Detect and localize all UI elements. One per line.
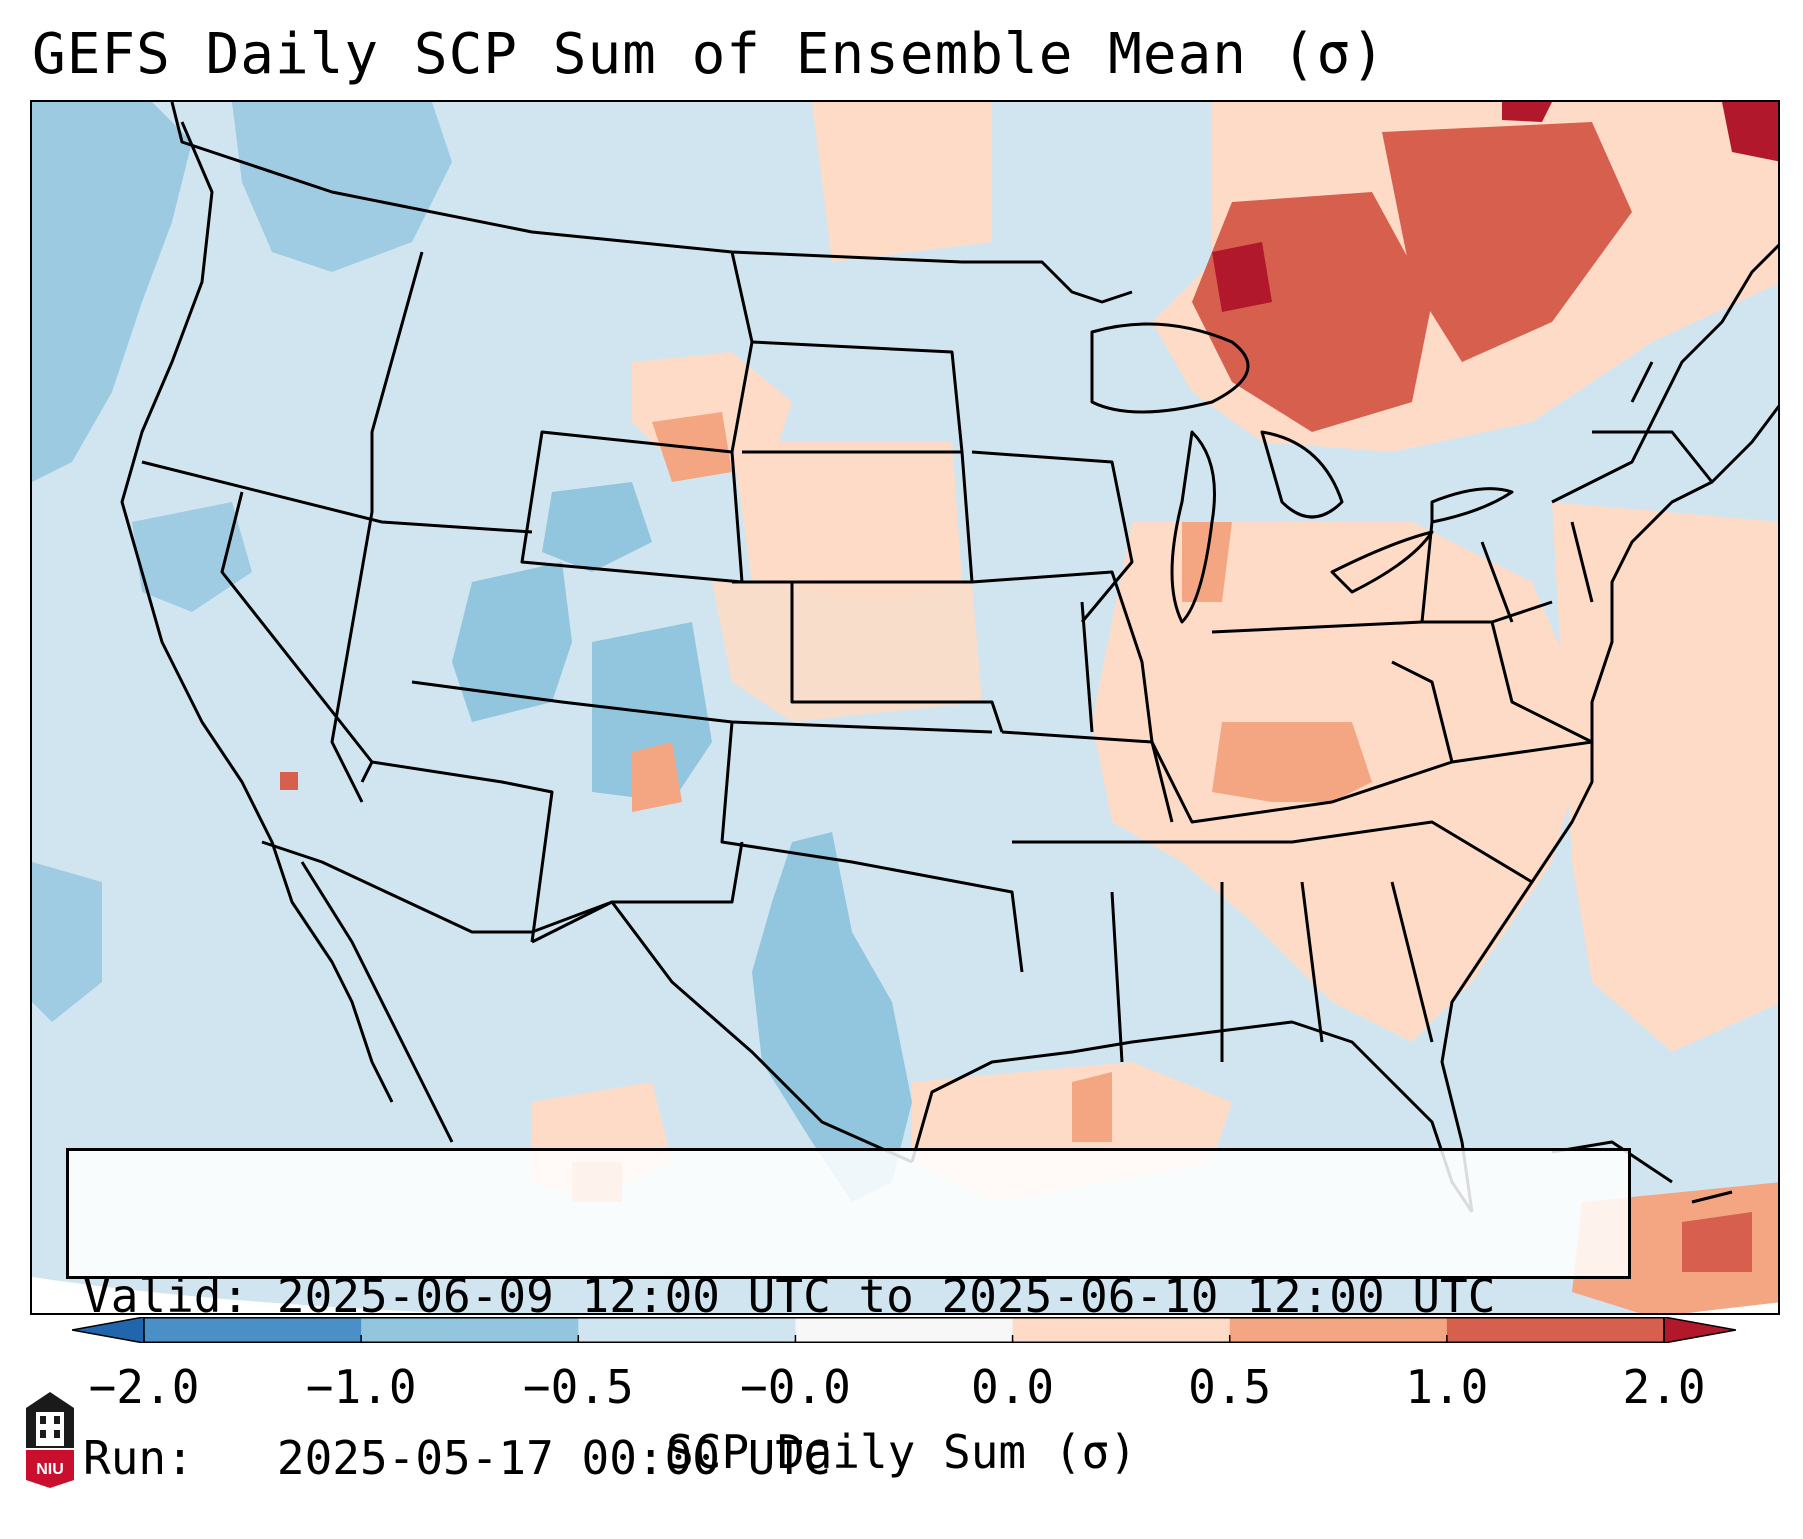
state-line — [1001, 730, 1593, 824]
patch-oregon — [132, 502, 252, 612]
gulf-coast — [910, 1020, 1474, 1213]
state-line — [790, 582, 1004, 733]
patch-washington — [232, 102, 452, 272]
colorbar-bin — [361, 1317, 579, 1343]
state-line — [971, 570, 1174, 823]
colorbar-over-triangle — [1663, 1316, 1737, 1344]
map-canvas — [32, 102, 1778, 1313]
patch-caribbean-core — [1682, 1212, 1752, 1272]
baja-coast — [300, 861, 454, 1143]
colorbar-label: SCP Daily Sum (σ) — [666, 1425, 1137, 1479]
colorbar-tick-labels: −2.0 −1.0 −0.5 −0.0 0.0 0.5 1.0 2.0 — [0, 1360, 1803, 1420]
projection-edge-right — [1691, 1284, 1778, 1313]
patch-northeast-corner — [1722, 102, 1778, 162]
colorbar-tick-label: 2.0 — [1622, 1360, 1706, 1414]
projection-edge-left — [32, 1277, 447, 1313]
state-line — [971, 450, 1134, 623]
logo-text: NIU — [36, 1461, 64, 1478]
state-line — [1391, 660, 1454, 763]
colorbar — [71, 1316, 1737, 1344]
state-line — [1080, 601, 1124, 1063]
lake-ontario — [1430, 487, 1514, 524]
state-line — [411, 680, 993, 734]
patch-west-texas — [752, 832, 912, 1202]
patch-new-mexico — [632, 742, 682, 812]
lake-huron — [1260, 430, 1344, 519]
patch-quebec-core — [1502, 102, 1552, 122]
patch-utah — [452, 562, 572, 722]
west-coast — [120, 121, 394, 1103]
patch-dakotas — [732, 442, 962, 602]
lake-superior — [1090, 322, 1250, 414]
colorbar-tick-label: −2.0 — [88, 1360, 200, 1414]
state-line — [220, 491, 374, 783]
colorbar-under-triangle — [71, 1316, 145, 1344]
niu-shield-icon: NIU — [26, 1392, 74, 1488]
valid-value: 2025-06-09 12:00 UTC to 2025-06-10 12:00… — [276, 1269, 1496, 1323]
patch-nebraska-kansas — [712, 582, 982, 722]
colorbar-border — [143, 1317, 1665, 1343]
colorbar-svg — [71, 1316, 1737, 1344]
colorbar-bin — [144, 1317, 362, 1343]
patch-quebec — [1382, 122, 1632, 362]
colorbar-tick-label: −0.0 — [740, 1360, 851, 1414]
anomaly-patches — [32, 102, 1778, 1313]
colorbar-tick-label: 0.5 — [1188, 1360, 1272, 1414]
patch-socal-dot — [280, 772, 298, 790]
state-line — [330, 251, 424, 803]
valid-label: Valid: — [83, 1269, 250, 1323]
colorbar-bin — [795, 1317, 1014, 1343]
patch-atlantic — [1552, 502, 1778, 1052]
state-line — [1490, 621, 1593, 744]
colorbar-bin — [1229, 1317, 1448, 1343]
patch-superior-core — [1212, 242, 1272, 312]
state-line — [1211, 600, 1553, 634]
state-line — [1420, 521, 1594, 623]
patch-pacific-sw — [32, 862, 102, 1022]
niu-logo: NIU — [22, 1388, 78, 1488]
patch-wyoming — [542, 482, 652, 572]
colorbar-tick-label: −0.5 — [522, 1360, 634, 1414]
state-line — [141, 460, 533, 534]
state-line — [742, 340, 964, 454]
colorbar-tick-label: 1.0 — [1405, 1360, 1489, 1414]
state-line — [1592, 361, 1714, 483]
colorbar-bin — [1446, 1317, 1665, 1343]
state-line — [720, 721, 1024, 973]
valid-line: Valid: 2025-06-09 12:00 UTC to 2025-06-1… — [83, 1269, 1628, 1323]
state-line — [531, 841, 744, 944]
valid-run-box: Valid: 2025-06-09 12:00 UTC to 2025-06-1… — [66, 1148, 1631, 1485]
lake-michigan — [1170, 430, 1216, 624]
northeast-coast — [1551, 243, 1778, 504]
run-label: Run: — [83, 1431, 194, 1485]
colorbar-bin — [578, 1317, 796, 1343]
run-line: Run: 2025-05-17 00:00 UTC — [83, 1431, 1628, 1485]
state-line — [1012, 820, 1533, 884]
map-panel — [30, 100, 1780, 1315]
colorbar-tick-label: −1.0 — [305, 1360, 417, 1414]
state-line — [1220, 881, 1434, 1062]
patch-north-dakota-canada — [812, 102, 992, 262]
patch-louisiana — [1072, 1072, 1112, 1142]
colorbar-tick-label: 0.0 — [971, 1360, 1055, 1414]
colorbar-bin — [1012, 1317, 1231, 1343]
patch-kentucky — [1212, 722, 1372, 802]
chart-title: GEFS Daily SCP Sum of Ensemble Mean (σ) — [32, 22, 1386, 87]
patch-pacific-nw — [32, 102, 192, 482]
us-canada-border — [170, 102, 1133, 304]
run-value: 2025-05-17 00:00 UTC — [276, 1431, 831, 1485]
state-line — [371, 760, 554, 943]
